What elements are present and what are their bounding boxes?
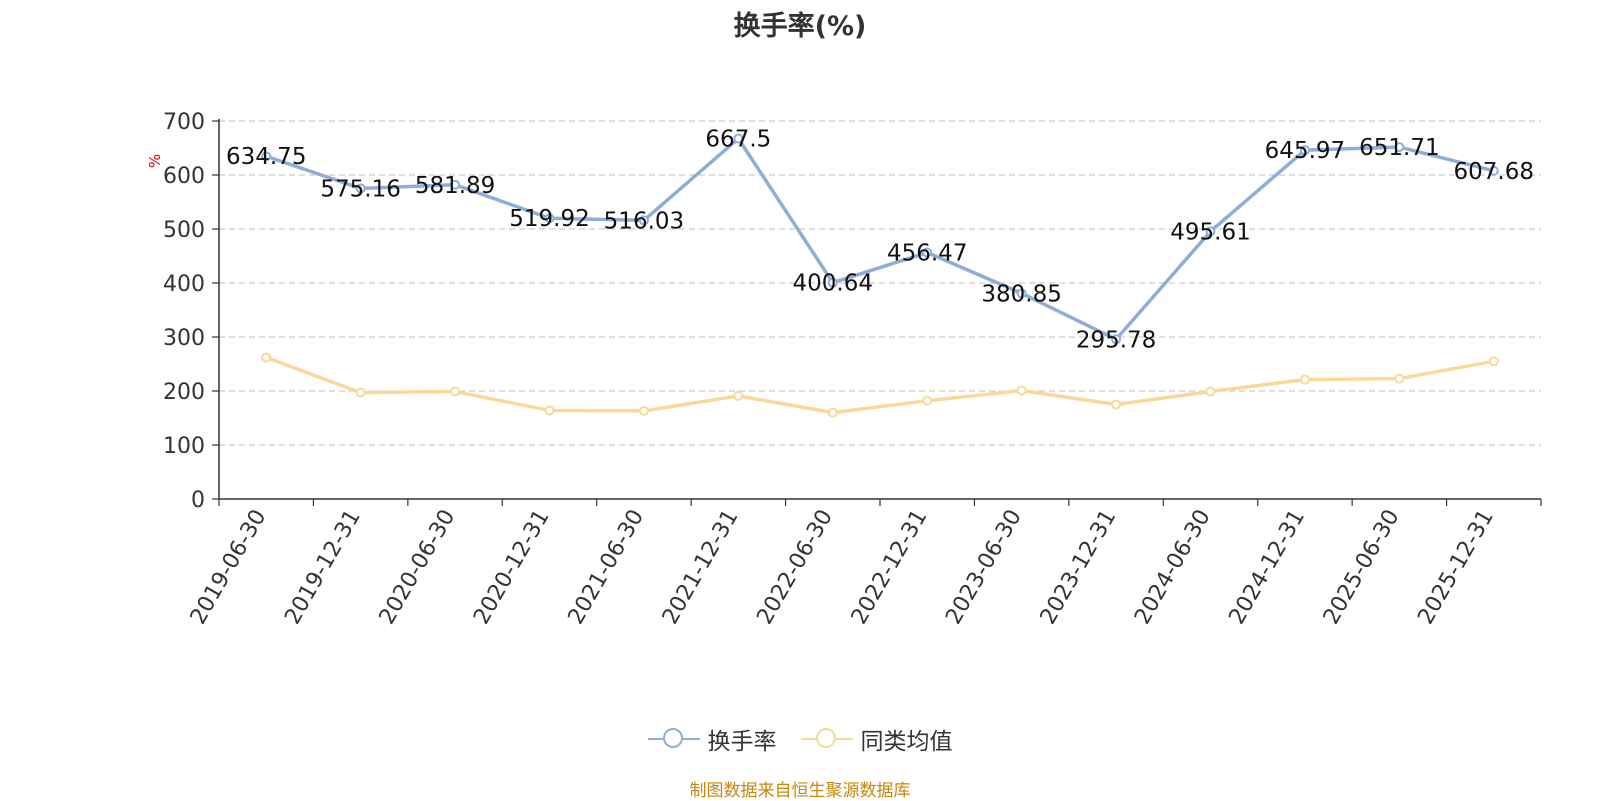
y-tick-label: 400 [163,272,205,297]
legend-label-peer-average: 同类均值 [860,729,953,755]
data-source-note: 制图数据来自恒生聚源数据库 [689,781,911,801]
y-tick-label: 500 [163,218,205,243]
x-tick-label: 2022-12-31 [847,506,933,629]
x-tick-label: 2023-12-31 [1036,506,1122,629]
y-tick-label: 200 [163,380,205,405]
data-label-turnover: 607.68 [1454,159,1534,185]
y-tick-label: 700 [163,110,205,135]
legend-item-peer-average[interactable]: 同类均值 [800,722,953,756]
data-point-turnover [261,151,272,162]
x-tick-label: 2025-06-30 [1319,506,1405,629]
data-point-turnover [1488,165,1499,176]
x-tick-label: 2019-12-31 [280,506,366,629]
data-label-turnover: 667.5 [705,127,771,153]
x-tick-label: 2024-12-31 [1225,506,1311,629]
data-point-turnover [1205,226,1216,237]
data-label-turnover: 519.92 [509,206,589,232]
line-chart: 0 100 200 300 400 500 600 700 2019-06-30 2019-12-… [163,110,1542,629]
data-label-turnover: 581.89 [415,173,495,199]
data-point-peer-average [1488,356,1499,367]
data-point-peer-average [922,395,933,406]
x-tick-label: 2020-12-31 [469,506,555,629]
chart-title: 换手率(%) [733,11,867,42]
data-point-peer-average [261,352,272,363]
x-tick-label: 2024-06-30 [1130,506,1216,629]
data-label-turnover: 295.78 [1076,327,1156,353]
legend-label-turnover: 换手率 [707,729,777,755]
data-point-peer-average [827,407,838,418]
legend-marker-peer-average [800,725,853,753]
legend-marker-turnover [647,725,700,753]
x-tick-label: 2022-06-30 [752,506,838,629]
data-point-peer-average [638,405,649,416]
data-point-turnover [450,179,461,190]
data-label-turnover: 456.47 [887,241,967,267]
data-label-turnover: 575.16 [320,176,400,202]
data-point-peer-average [1299,374,1310,385]
data-label-turnover: 400.64 [793,271,873,297]
legend-item-turnover[interactable]: 换手率 [647,722,777,756]
data-label-turnover: 380.85 [981,281,1061,307]
data-point-peer-average [450,386,461,397]
data-point-peer-average [355,387,366,398]
series-line-turnover [265,136,1495,342]
data-point-turnover [544,213,555,224]
data-point-peer-average [544,405,555,416]
data-point-turnover [1016,288,1027,299]
data-point-turnover [1394,142,1405,153]
data-label-turnover: 651.71 [1359,135,1439,161]
data-point-turnover [733,133,744,144]
data-label-turnover: 634.75 [226,144,306,170]
data-point-turnover [827,277,838,288]
y-tick-label: 600 [163,164,205,189]
x-tick-label: 2025-12-31 [1413,506,1499,629]
x-tick-label: 2021-12-31 [658,506,744,629]
data-point-turnover [638,215,649,226]
data-point-turnover [1111,334,1122,345]
y-tick-label: 0 [191,488,205,513]
data-point-peer-average [733,390,744,401]
data-point-turnover [1299,145,1310,156]
data-point-peer-average [1016,385,1027,396]
legend: 换手率 同类均值 [0,722,1600,756]
x-tick-label: 2023-06-30 [941,505,1027,628]
data-label-turnover: 645.97 [1265,138,1345,164]
data-label-turnover: 516.03 [604,208,684,234]
data-point-peer-average [1111,399,1122,410]
y-tick-label: 300 [163,326,205,351]
data-label-turnover: 495.61 [1170,219,1250,245]
x-tick-label: 2020-06-30 [375,505,461,628]
data-point-peer-average [1394,373,1405,384]
series-line-peer-average [265,355,1495,415]
y-tick-label: 100 [163,434,205,459]
data-point-peer-average [1205,386,1216,397]
data-point-turnover [922,247,933,258]
x-tick-label: 2019-06-30 [186,506,272,629]
x-tick-label: 2021-06-30 [564,506,650,629]
data-point-turnover [355,183,366,194]
